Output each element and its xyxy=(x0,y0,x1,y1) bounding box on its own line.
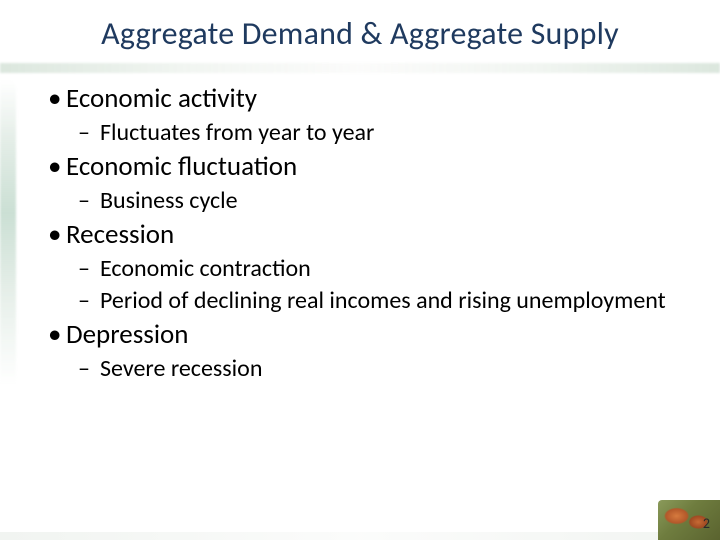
bullet-lvl1: Economic activity xyxy=(42,83,682,116)
slide: Aggregate Demand & Aggregate Supply Econ… xyxy=(0,0,720,540)
bullet-lvl1: Depression xyxy=(42,319,682,352)
bullet-lvl2: Business cycle xyxy=(42,186,682,215)
decorative-left-edge xyxy=(0,80,16,460)
bullet-lvl1: Recession xyxy=(42,219,682,252)
slide-title: Aggregate Demand & Aggregate Supply xyxy=(0,0,720,61)
corner-decorative-image xyxy=(658,500,720,540)
bullet-lvl2: Fluctuates from year to year xyxy=(42,118,682,147)
decorative-band-top xyxy=(0,61,720,75)
bullet-lvl2: Severe recession xyxy=(42,354,682,383)
bullet-lvl2: Period of declining real incomes and ris… xyxy=(42,286,682,315)
slide-content: Economic activity Fluctuates from year t… xyxy=(0,75,720,383)
page-number: 2 xyxy=(703,515,710,532)
decorative-band-bottom xyxy=(0,532,720,540)
bullet-lvl2: Economic contraction xyxy=(42,254,682,283)
bullet-lvl1: Economic fluctuation xyxy=(42,151,682,184)
